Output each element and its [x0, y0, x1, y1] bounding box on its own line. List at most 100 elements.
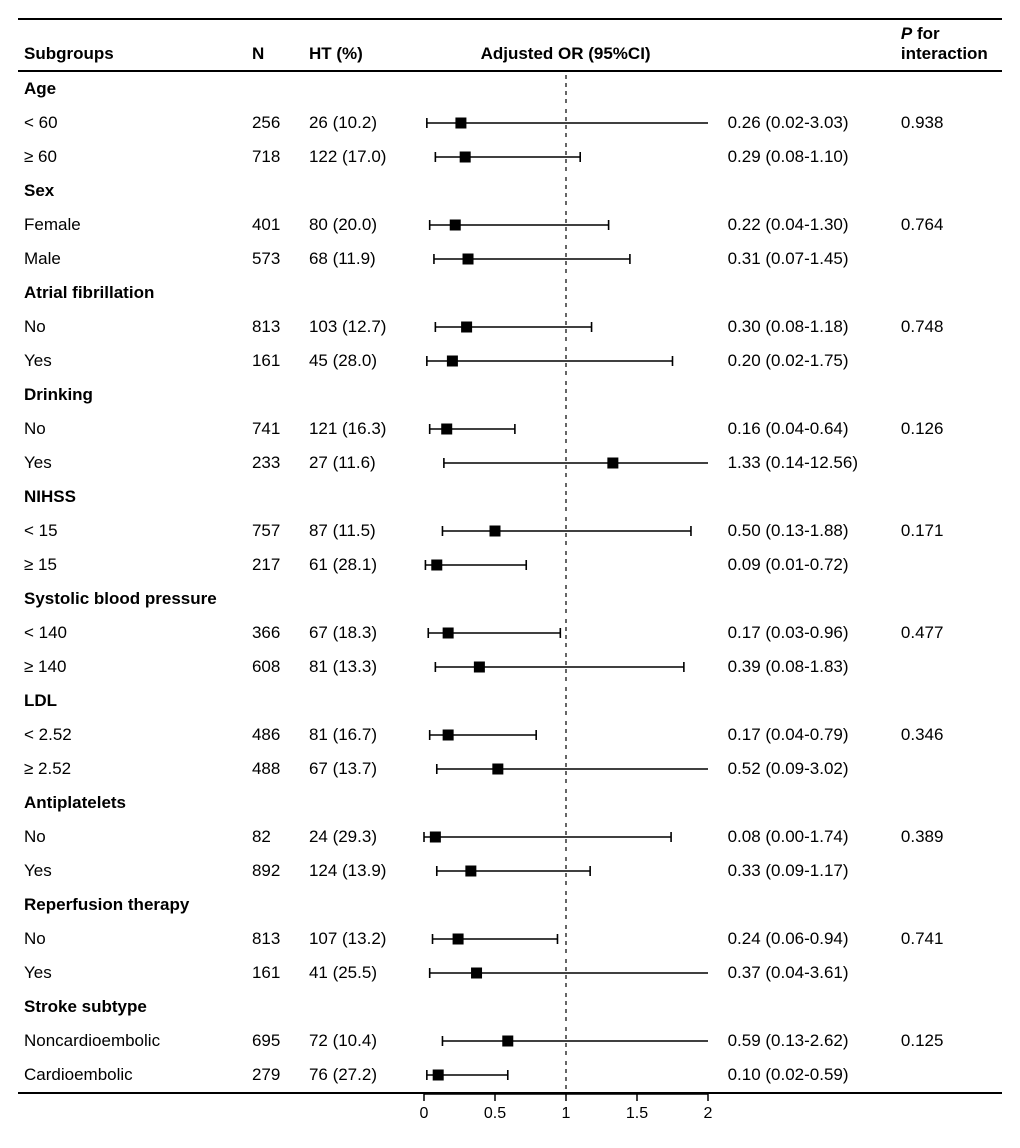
- or-text: 0.17 (0.04-0.79): [722, 718, 895, 752]
- plot-cell: [410, 514, 722, 548]
- p-value: 0.126: [895, 412, 1002, 446]
- group-row: Sex: [18, 174, 1002, 208]
- subgroup-label: Female: [18, 208, 246, 242]
- group-label: Reperfusion therapy: [18, 888, 246, 922]
- forest-svg: [416, 959, 716, 987]
- n-value: 161: [246, 344, 303, 378]
- data-row: No8224 (29.3)0.08 (0.00-1.74)0.389: [18, 820, 1002, 854]
- axis-row: 00.511.52: [18, 1093, 1002, 1130]
- forest-svg: [416, 551, 716, 579]
- subgroup-label: ≥ 2.52: [18, 752, 246, 786]
- or-text: 0.33 (0.09-1.17): [722, 854, 895, 888]
- ht-value: 107 (13.2): [303, 922, 410, 956]
- ht-value: 121 (16.3): [303, 412, 410, 446]
- header-subgroups: Subgroups: [18, 19, 246, 71]
- ht-value: 67 (13.7): [303, 752, 410, 786]
- ref-svg: [416, 585, 716, 613]
- group-label: Drinking: [18, 378, 246, 412]
- p-value: [895, 1058, 1002, 1093]
- header-p-line2: interaction: [901, 44, 988, 63]
- ref-svg: [416, 993, 716, 1021]
- forest-svg: [416, 721, 716, 749]
- ref-svg: [416, 687, 716, 715]
- n-value: 813: [246, 922, 303, 956]
- group-row: Atrial fibrillation: [18, 276, 1002, 310]
- ht-value: 81 (13.3): [303, 650, 410, 684]
- subgroup-label: < 15: [18, 514, 246, 548]
- group-row: Stroke subtype: [18, 990, 1002, 1024]
- svg-text:0.5: 0.5: [483, 1105, 505, 1122]
- group-label: Atrial fibrillation: [18, 276, 246, 310]
- header-row: Subgroups N HT (%) Adjusted OR (95%CI) P…: [18, 19, 1002, 71]
- plot-cell: [410, 854, 722, 888]
- group-row: Drinking: [18, 378, 1002, 412]
- or-text: 1.33 (0.14-12.56): [722, 446, 895, 480]
- or-text: 0.20 (0.02-1.75): [722, 344, 895, 378]
- svg-text:1: 1: [561, 1105, 570, 1122]
- p-value: 0.171: [895, 514, 1002, 548]
- forest-svg: [416, 449, 716, 477]
- group-label: Antiplatelets: [18, 786, 246, 820]
- forest-svg: [416, 415, 716, 443]
- forest-svg: [416, 653, 716, 681]
- n-value: 488: [246, 752, 303, 786]
- p-value: [895, 752, 1002, 786]
- plot-cell: [410, 616, 722, 650]
- subgroup-label: < 2.52: [18, 718, 246, 752]
- or-text: 0.50 (0.13-1.88): [722, 514, 895, 548]
- plot-cell: [410, 412, 722, 446]
- forest-svg: [416, 755, 716, 783]
- header-p-italic: P: [901, 24, 912, 43]
- forest-svg: [416, 1027, 716, 1055]
- forest-svg: [416, 925, 716, 953]
- ref-svg: [416, 789, 716, 817]
- subgroup-label: No: [18, 922, 246, 956]
- group-label: NIHSS: [18, 480, 246, 514]
- n-value: 892: [246, 854, 303, 888]
- data-row: < 6025626 (10.2)0.26 (0.02-3.03)0.938: [18, 106, 1002, 140]
- subgroup-label: Male: [18, 242, 246, 276]
- ht-value: 26 (10.2): [303, 106, 410, 140]
- or-text: 0.59 (0.13-2.62): [722, 1024, 895, 1058]
- subgroup-label: ≥ 140: [18, 650, 246, 684]
- or-text: 0.24 (0.06-0.94): [722, 922, 895, 956]
- data-row: No741121 (16.3)0.16 (0.04-0.64)0.126: [18, 412, 1002, 446]
- axis-svg: 00.511.52: [416, 1094, 716, 1130]
- p-value: 0.938: [895, 106, 1002, 140]
- header-or: Adjusted OR (95%CI): [410, 19, 722, 71]
- ht-value: 81 (16.7): [303, 718, 410, 752]
- plot-cell: [410, 990, 722, 1024]
- plot-cell: [410, 446, 722, 480]
- or-text: 0.52 (0.09-3.02): [722, 752, 895, 786]
- p-value: [895, 854, 1002, 888]
- or-text: 0.29 (0.08-1.10): [722, 140, 895, 174]
- plot-cell: [410, 718, 722, 752]
- p-value: 0.125: [895, 1024, 1002, 1058]
- n-value: 161: [246, 956, 303, 990]
- plot-cell: [410, 174, 722, 208]
- data-row: Yes23327 (11.6)1.33 (0.14-12.56): [18, 446, 1002, 480]
- data-row: ≥ 60718122 (17.0)0.29 (0.08-1.10): [18, 140, 1002, 174]
- ht-value: 76 (27.2): [303, 1058, 410, 1093]
- n-value: 695: [246, 1024, 303, 1058]
- data-row: Male57368 (11.9)0.31 (0.07-1.45): [18, 242, 1002, 276]
- plot-cell: [410, 582, 722, 616]
- n-value: 757: [246, 514, 303, 548]
- ht-value: 80 (20.0): [303, 208, 410, 242]
- data-row: No813107 (13.2) 0.24 (0.06-0.94)0.741: [18, 922, 1002, 956]
- plot-cell: [410, 548, 722, 582]
- or-text: 0.10 (0.02-0.59): [722, 1058, 895, 1093]
- group-label: Systolic blood pressure: [18, 582, 246, 616]
- p-value: [895, 242, 1002, 276]
- subgroup-label: Noncardioembolic: [18, 1024, 246, 1058]
- group-label: LDL: [18, 684, 246, 718]
- ht-value: 122 (17.0): [303, 140, 410, 174]
- group-label: Stroke subtype: [18, 990, 246, 1024]
- n-value: 573: [246, 242, 303, 276]
- subgroup-label: < 140: [18, 616, 246, 650]
- p-value: 0.741: [895, 922, 1002, 956]
- n-value: 486: [246, 718, 303, 752]
- ref-svg: [416, 177, 716, 205]
- ht-value: 68 (11.9): [303, 242, 410, 276]
- n-value: 256: [246, 106, 303, 140]
